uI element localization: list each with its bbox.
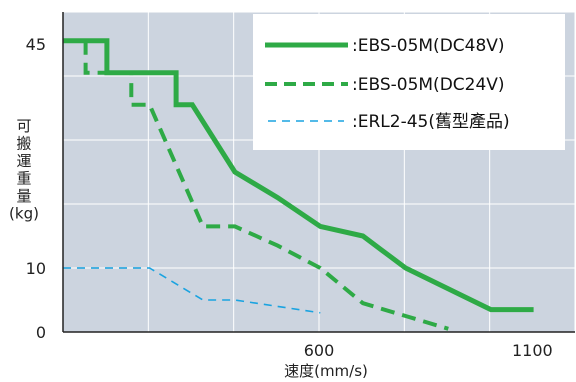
x-tick-label: 600	[304, 341, 335, 360]
series-line-0	[63, 38, 534, 313]
y-axis-title-char: 搬	[16, 135, 31, 153]
y-axis-title-char: 重	[16, 170, 31, 188]
series-layer	[63, 38, 534, 331]
legend-label-erl2-45: :ERL2-45(舊型產品)	[352, 112, 510, 132]
x-tick-label: 1100	[512, 341, 553, 360]
tick-labels: 0 10 45 600 1100	[26, 35, 553, 360]
legend-label-ebs05m-dc48v: :EBS-05M(DC48V)	[352, 36, 505, 56]
legend-label-ebs05m-dc24v: :EBS-05M(DC24V)	[352, 75, 505, 95]
y-axis-title-char: (kg)	[9, 205, 39, 223]
y-tick-label: 0	[36, 323, 46, 342]
y-axis-title-char: 可	[16, 117, 31, 135]
series-line-2	[63, 267, 321, 314]
x-axis-title: 速度(mm/s)	[284, 362, 368, 380]
axes	[62, 12, 575, 333]
y-axis-title-char: 運	[16, 152, 31, 170]
y-tick-label: 45	[26, 35, 46, 54]
legend: :EBS-05M(DC48V) :EBS-05M(DC24V) :ERL2-45…	[253, 14, 565, 150]
y-tick-label: 10	[26, 259, 46, 278]
y-axis-title-char: 量	[16, 187, 31, 205]
